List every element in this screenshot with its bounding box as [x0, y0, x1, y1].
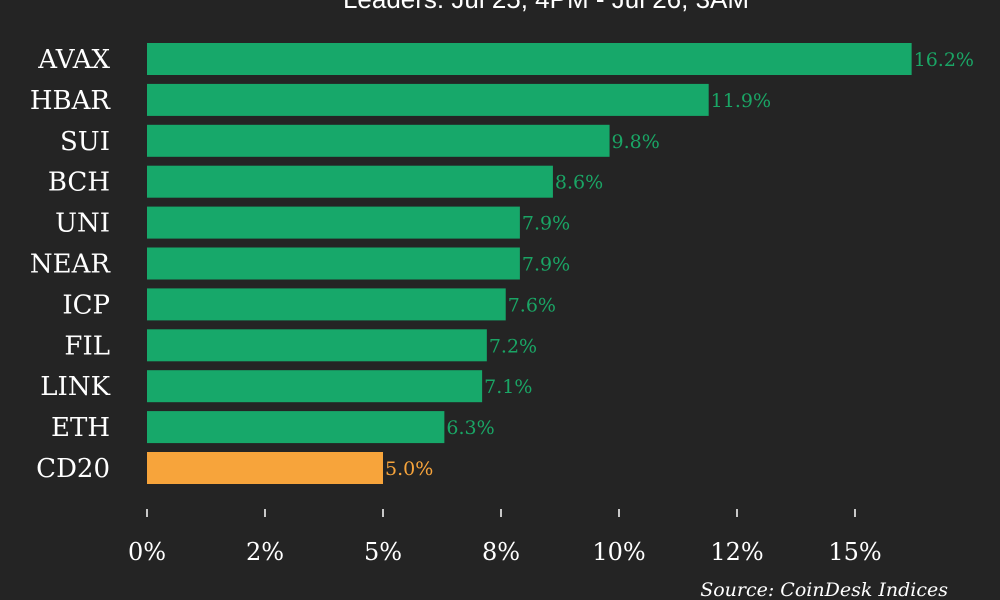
bar-highlight — [147, 452, 383, 484]
category-label: BCH — [48, 168, 110, 198]
category-label: LINK — [40, 372, 110, 402]
category-label: ICP — [62, 290, 110, 320]
value-label: 7.9% — [522, 213, 570, 235]
value-label: 7.2% — [489, 335, 537, 357]
x-axis: 0% 2% 5% 8% 10% 12% 15% — [128, 509, 882, 566]
bar — [147, 247, 520, 280]
category-label: UNI — [55, 209, 110, 239]
bar — [147, 83, 709, 116]
value-label: 8.6% — [555, 172, 603, 194]
x-tick-label: 15% — [828, 538, 881, 566]
bars-layer: AVAX 16.2% HBAR 11.9% SUI 9.8% BCH 8.6% UNI 7.9% N… — [30, 43, 974, 484]
value-label: 9.8% — [612, 131, 660, 153]
bar — [147, 206, 520, 239]
category-label: AVAX — [37, 45, 110, 75]
source-note: Source: CoinDesk Indices — [700, 579, 948, 600]
category-label: CD20 — [36, 454, 110, 484]
x-tick-label: 8% — [482, 538, 520, 566]
value-label: 11.9% — [711, 90, 771, 112]
bar — [147, 411, 445, 444]
x-tick-label: 2% — [246, 538, 284, 566]
category-label: FIL — [64, 331, 110, 361]
bar — [147, 165, 553, 198]
bar — [147, 124, 610, 157]
value-label: 6.3% — [446, 417, 494, 439]
category-label: HBAR — [30, 86, 112, 116]
x-tick-label: 10% — [592, 538, 645, 566]
x-tick-label: 0% — [128, 538, 166, 566]
value-label: 16.2% — [914, 49, 974, 71]
chart-title: Leaders: Jul 25, 4PM - Jul 26, 3AM — [343, 0, 749, 14]
category-label: SUI — [60, 127, 110, 157]
x-tick-label: 5% — [364, 538, 402, 566]
bar — [147, 370, 483, 403]
bar — [147, 288, 506, 321]
category-label: ETH — [51, 413, 110, 443]
x-tick-label: 12% — [710, 538, 763, 566]
value-label: 7.1% — [484, 376, 532, 398]
value-label: 5.0% — [385, 458, 433, 480]
bar — [147, 329, 487, 362]
bar — [147, 43, 912, 75]
value-label: 7.6% — [508, 294, 556, 316]
value-label: 7.9% — [522, 254, 570, 276]
category-label: NEAR — [30, 250, 112, 280]
